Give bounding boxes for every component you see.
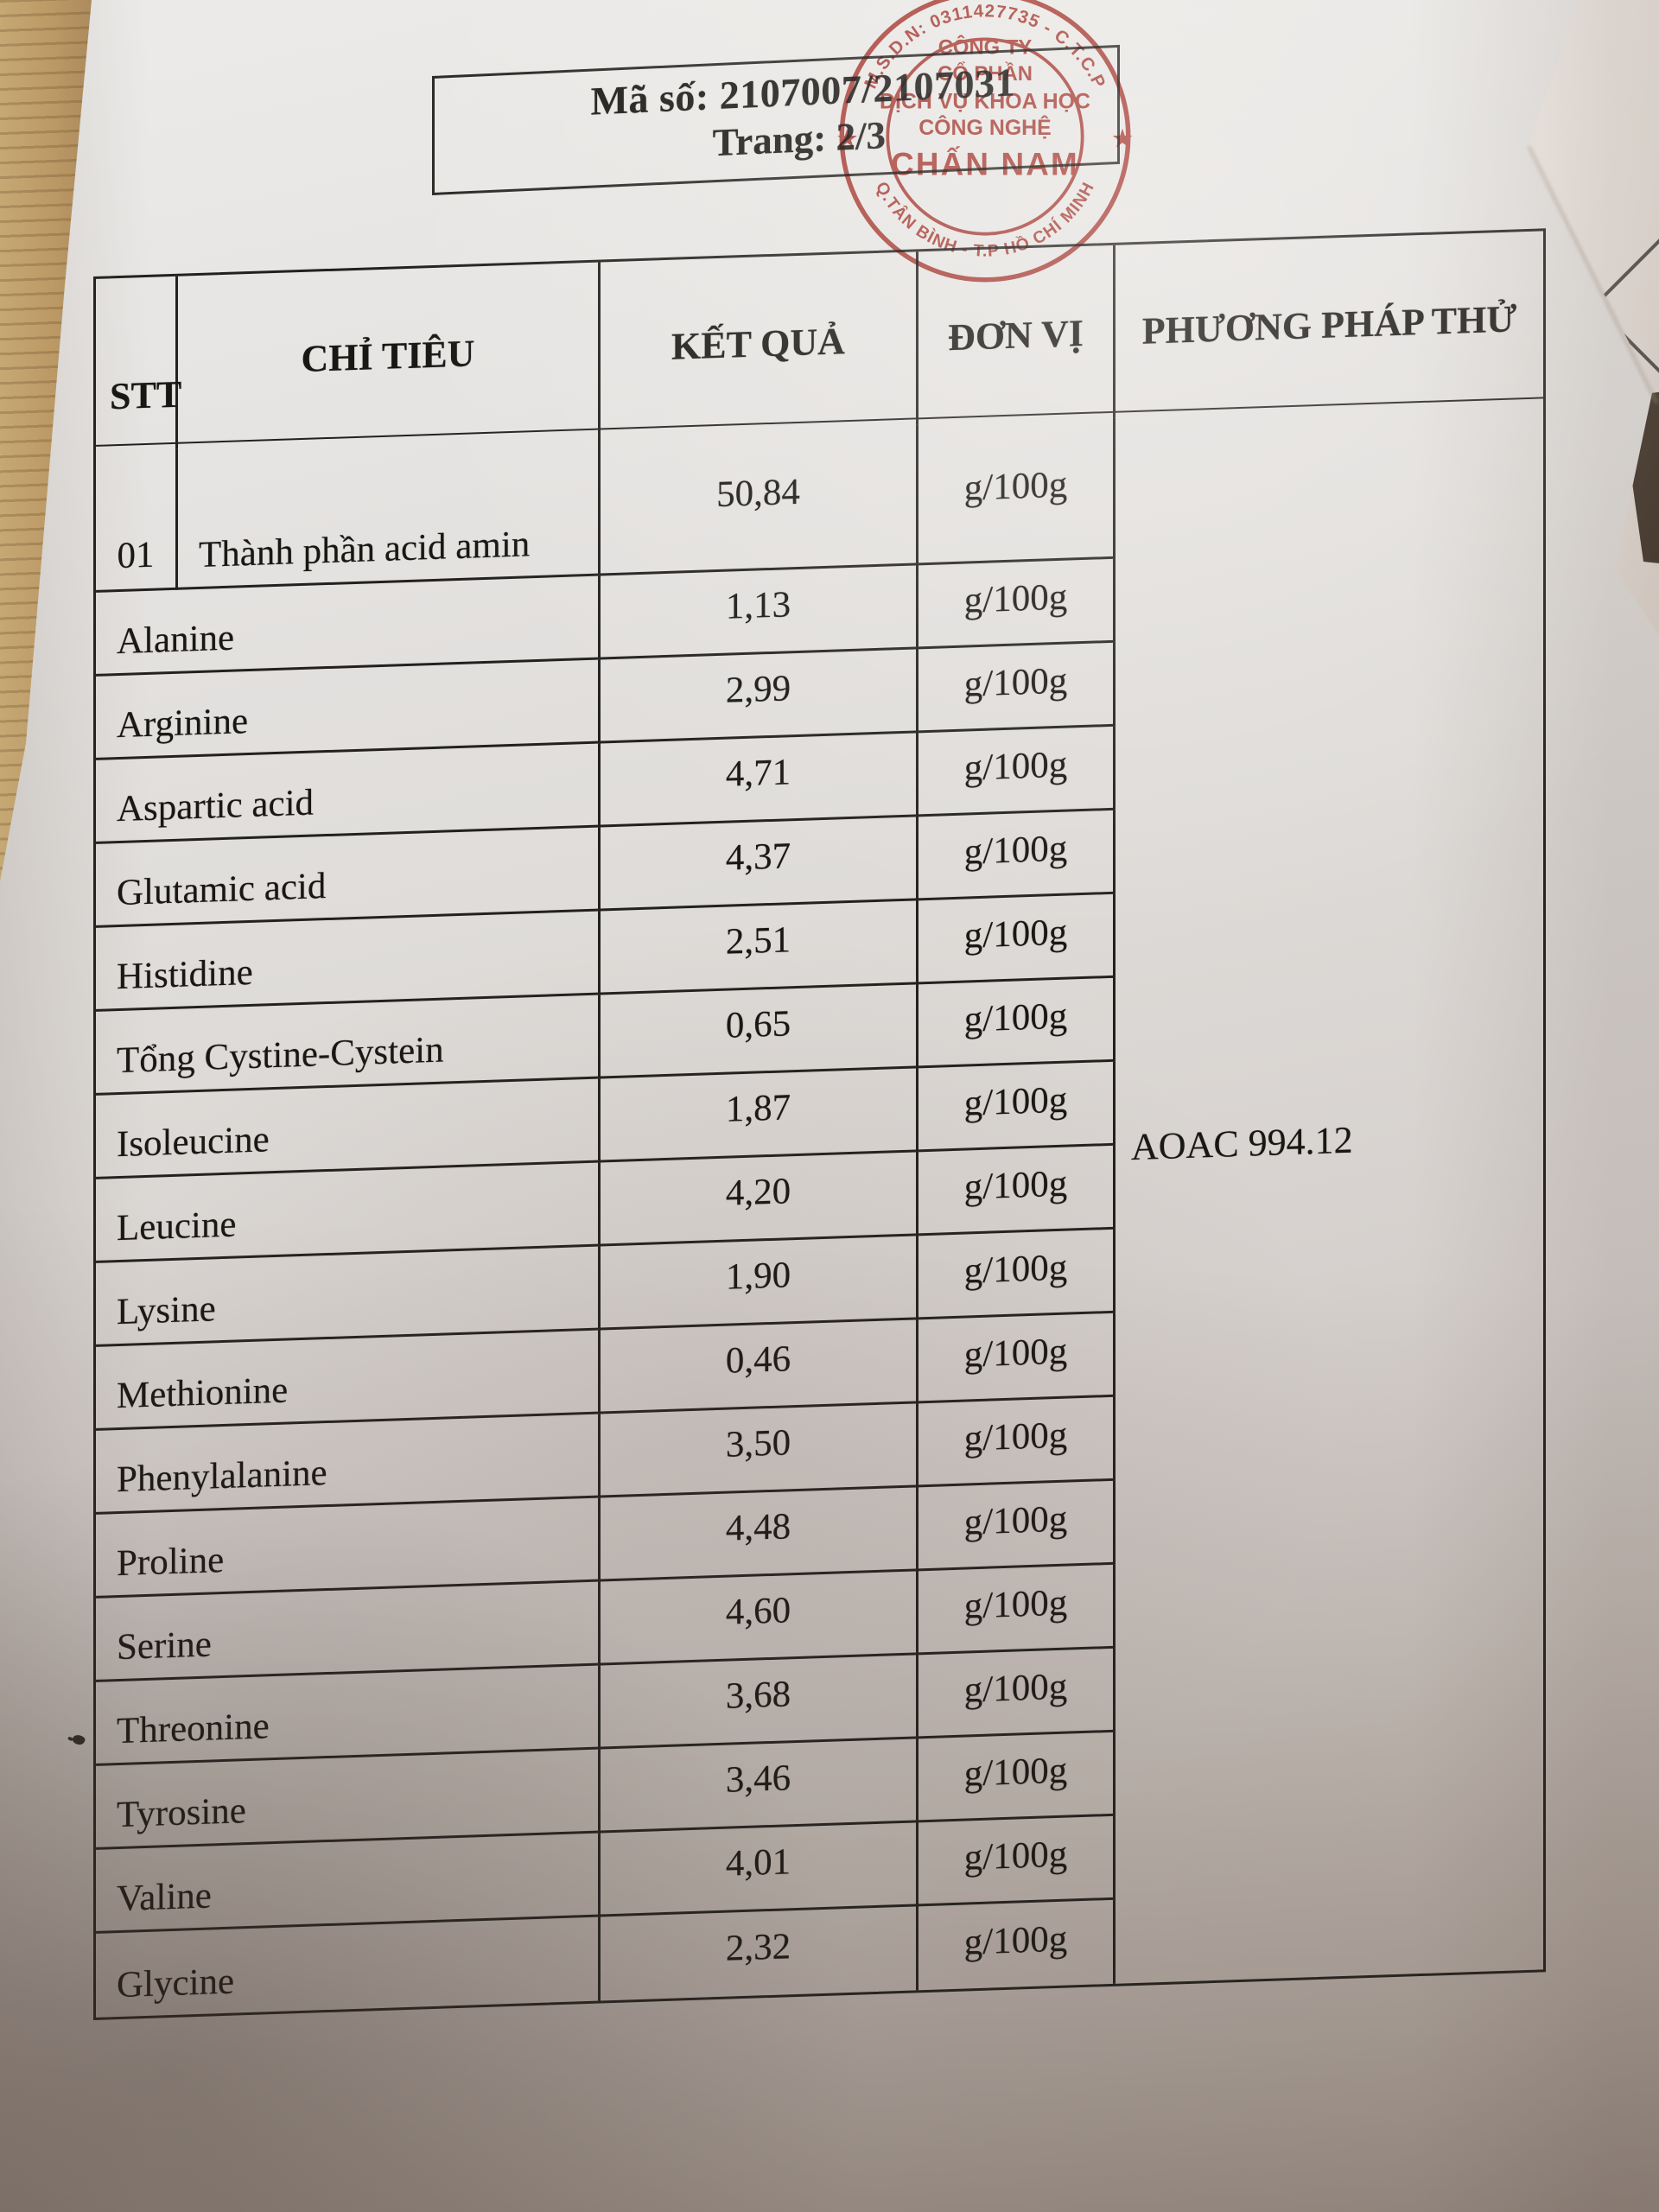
row-unit-cell: g/100g bbox=[918, 1061, 1116, 1153]
row-result-cell: 4,01 bbox=[601, 1822, 918, 1917]
row-unit-cell: g/100g bbox=[918, 417, 1116, 566]
row-result-cell: 3,68 bbox=[601, 1655, 918, 1750]
column-header-method: PHƯƠNG PHÁP THỬ bbox=[1116, 231, 1543, 417]
row-unit-cell: g/100g bbox=[918, 1229, 1116, 1320]
row-result-cell: 4,48 bbox=[601, 1487, 918, 1582]
stamp-star-right-icon: ★ bbox=[1112, 125, 1133, 151]
row-name-cell: Glycine bbox=[96, 1916, 601, 2018]
stamp-company-line4: CÔNG NGHỆ bbox=[918, 114, 1052, 140]
row-unit-cell: g/100g bbox=[918, 1145, 1116, 1236]
stamp-outer-circle bbox=[839, 0, 1131, 283]
stamp-company-name: CHẤN NAM bbox=[891, 146, 1079, 181]
row-result-cell: 1,87 bbox=[601, 1068, 918, 1163]
row-result-cell: 3,50 bbox=[601, 1403, 918, 1498]
stamp-star-left-icon: ★ bbox=[837, 125, 858, 151]
row-unit-cell: g/100g bbox=[918, 810, 1116, 901]
method-cell: AOAC 994.12 bbox=[1116, 404, 1543, 1983]
stamp-inner-circle bbox=[886, 37, 1084, 236]
row-result-cell: 2,51 bbox=[601, 900, 918, 995]
row-unit-cell: g/100g bbox=[918, 1480, 1116, 1572]
stamp-company-line1: CÔNG TY bbox=[938, 35, 1033, 60]
row-unit-cell: g/100g bbox=[918, 1899, 1116, 1991]
row-unit-cell: g/100g bbox=[918, 1815, 1116, 1907]
row-stt-cell: 01 bbox=[96, 448, 178, 593]
row-unit-cell: g/100g bbox=[918, 558, 1116, 650]
row-unit-cell: g/100g bbox=[918, 1313, 1116, 1404]
row-result-cell: 0,65 bbox=[601, 984, 918, 1079]
row-unit-cell: g/100g bbox=[918, 1564, 1116, 1656]
row-result-cell: 4,20 bbox=[601, 1152, 918, 1247]
row-unit-cell: g/100g bbox=[918, 1396, 1116, 1488]
row-unit-cell: g/100g bbox=[918, 1732, 1116, 1823]
row-unit-cell: g/100g bbox=[918, 642, 1116, 734]
method-value: AOAC 994.12 bbox=[1131, 1118, 1353, 1168]
row-result-cell: 2,99 bbox=[601, 649, 918, 744]
row-result-cell: 2,32 bbox=[601, 1906, 918, 2001]
column-header-criteria: CHỈ TIÊU bbox=[178, 262, 601, 449]
row-result-cell: 50,84 bbox=[601, 424, 918, 576]
results-table: STT CHỈ TIÊU KẾT QUẢ ĐƠN VỊ PHƯƠNG PHÁP … bbox=[93, 228, 1546, 2021]
row-unit-cell: g/100g bbox=[918, 726, 1116, 817]
row-name-cell: Thành phần acid amin bbox=[178, 435, 601, 590]
row-result-cell: 0,46 bbox=[601, 1319, 918, 1414]
stamp-company-line3: DỊCH VỤ KHOA HỌC bbox=[880, 90, 1090, 114]
row-result-cell: 4,60 bbox=[601, 1571, 918, 1666]
row-result-cell: 3,46 bbox=[601, 1738, 918, 1834]
row-unit-cell: g/100g bbox=[918, 1648, 1116, 1739]
row-result-cell: 4,71 bbox=[601, 733, 918, 828]
row-result-cell: 1,13 bbox=[601, 565, 918, 660]
row-result-cell: 1,90 bbox=[601, 1236, 918, 1331]
row-unit-cell: g/100g bbox=[918, 893, 1116, 985]
row-unit-cell: g/100g bbox=[918, 977, 1116, 1069]
stamp-company-line2: CỔ PHẦN bbox=[938, 61, 1033, 86]
column-header-stt: STT bbox=[96, 276, 181, 452]
company-stamp: M.S.D.N: 0311427735 - C.T.C.P Q.TÂN BÌNH… bbox=[837, 0, 1133, 283]
row-result-cell: 4,37 bbox=[601, 817, 918, 912]
